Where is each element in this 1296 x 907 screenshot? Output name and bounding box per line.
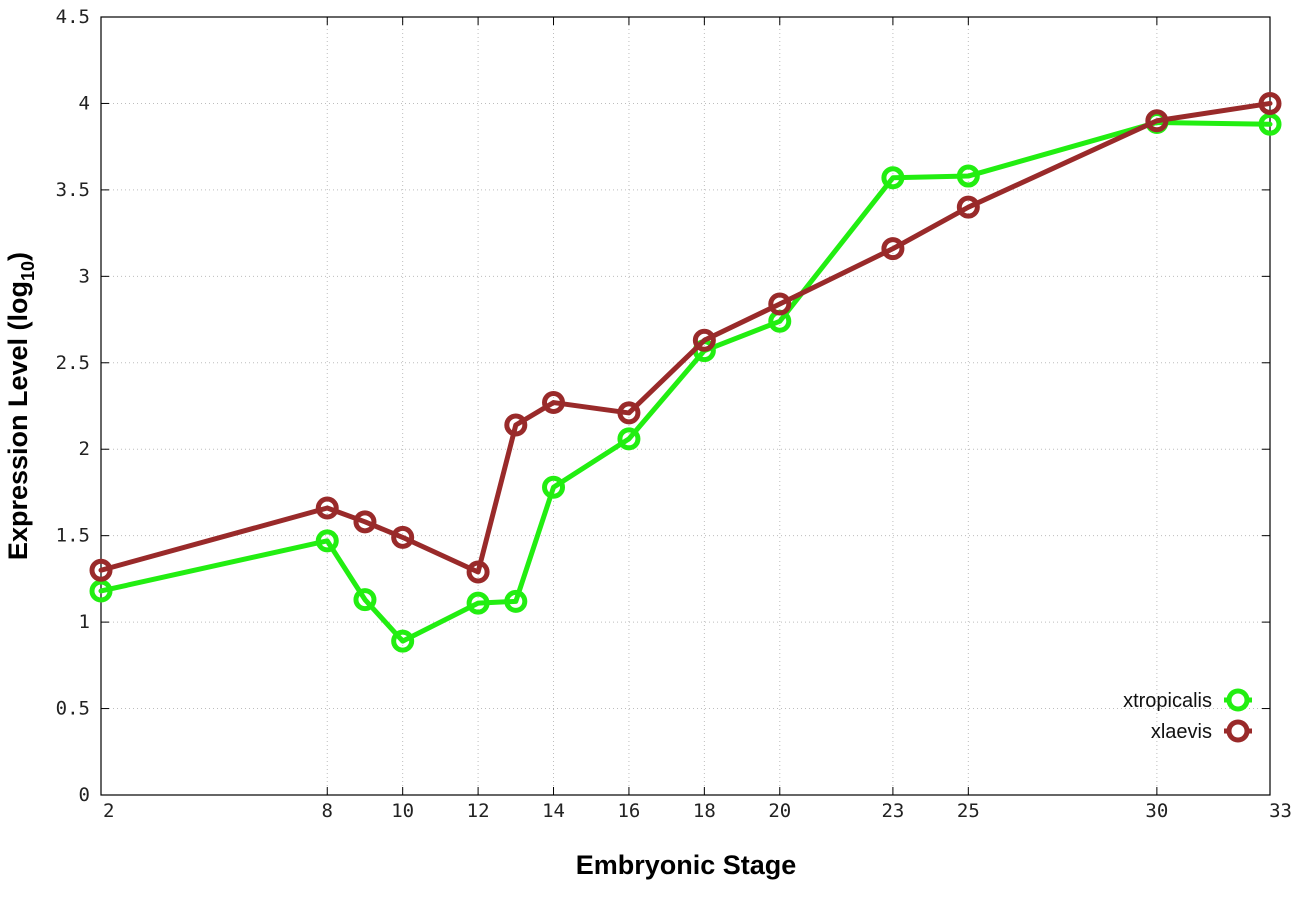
y-tick-label: 3 <box>79 265 90 287</box>
y-axis-label-main: Expression Level (log <box>3 281 33 560</box>
data-point-xtropicalis <box>956 164 980 188</box>
legend: xtropicalis xlaevis <box>1123 688 1252 743</box>
legend-item-xtropicalis: xtropicalis <box>1123 688 1252 712</box>
y-tick-label: 0.5 <box>56 698 90 720</box>
x-tick-label: 14 <box>542 800 565 822</box>
plot-frame <box>100 16 1271 796</box>
data-point-xlaevis <box>768 292 792 316</box>
x-tick-label: 25 <box>957 800 980 822</box>
y-axis-label-subscript: 10 <box>18 261 38 281</box>
y-axis-label-close: ) <box>3 252 33 261</box>
x-tick-label: 30 <box>1145 800 1168 822</box>
data-point-xlaevis <box>692 328 716 352</box>
data-point-xtropicalis <box>315 529 339 553</box>
data-point-xlaevis <box>89 558 113 582</box>
data-point-xtropicalis <box>353 588 377 612</box>
series-layer <box>89 91 1282 653</box>
data-point-xlaevis <box>504 413 528 437</box>
legend-label-xtropicalis: xtropicalis <box>1123 690 1212 712</box>
y-tick-label: 3.5 <box>56 179 90 201</box>
data-point-xlaevis <box>956 195 980 219</box>
data-point-xlaevis <box>315 496 339 520</box>
data-point-xtropicalis <box>89 579 113 603</box>
data-point-xlaevis <box>353 510 377 534</box>
y-axis-label: Expression Level (log10) <box>3 252 38 560</box>
y-tick-label: 2.5 <box>56 352 90 374</box>
x-tick-label: 8 <box>322 800 333 822</box>
data-point-xtropicalis <box>466 591 490 615</box>
x-tick-label: 12 <box>467 800 490 822</box>
data-point-xtropicalis <box>881 166 905 190</box>
legend-swatch-marker-xtropicalis <box>1226 688 1250 712</box>
series-line-xlaevis <box>98 100 1273 575</box>
data-point-xlaevis <box>881 237 905 261</box>
data-point-xlaevis <box>617 401 641 425</box>
data-point-xtropicalis <box>1258 112 1282 136</box>
legend-label-xlaevis: xlaevis <box>1151 721 1212 743</box>
data-point-xlaevis <box>542 391 566 415</box>
y-tick-label: 0 <box>79 784 90 806</box>
data-point-xtropicalis <box>617 427 641 451</box>
x-axis-label: Embryonic Stage <box>576 850 797 880</box>
grid <box>101 17 1270 795</box>
y-tick-label: 4 <box>79 92 90 114</box>
x-tick-label: 23 <box>881 800 904 822</box>
series-line-xtropicalis <box>98 119 1273 644</box>
data-point-xlaevis <box>1145 109 1169 133</box>
series-xtropicalis <box>89 110 1282 653</box>
data-point-xtropicalis <box>391 629 415 653</box>
x-tick-label: 16 <box>617 800 640 822</box>
y-tick-label: 2 <box>79 438 90 460</box>
data-point-xlaevis <box>391 525 415 549</box>
data-point-xlaevis <box>466 560 490 584</box>
y-tick-label: 1.5 <box>56 525 90 547</box>
x-tick-label: 20 <box>768 800 791 822</box>
x-tick-label: 2 <box>103 800 114 822</box>
data-point-xtropicalis <box>504 589 528 613</box>
data-point-xtropicalis <box>542 475 566 499</box>
series-xlaevis <box>89 91 1282 584</box>
legend-swatch-marker-xlaevis <box>1226 719 1250 743</box>
axis-ticks: 0 0.5 1 1.5 2 2.5 3 3.5 4 4.5 2 8 10 12 14 16 18 20 23 25 30… <box>56 6 1292 822</box>
x-tick-label: 18 <box>693 800 716 822</box>
legend-item-xlaevis: xlaevis <box>1151 719 1252 743</box>
y-tick-label: 1 <box>79 611 90 633</box>
data-point-xlaevis <box>1258 91 1282 115</box>
x-tick-label: 33 <box>1269 800 1292 822</box>
x-tick-label: 10 <box>391 800 414 822</box>
y-tick-label: 4.5 <box>56 6 90 28</box>
